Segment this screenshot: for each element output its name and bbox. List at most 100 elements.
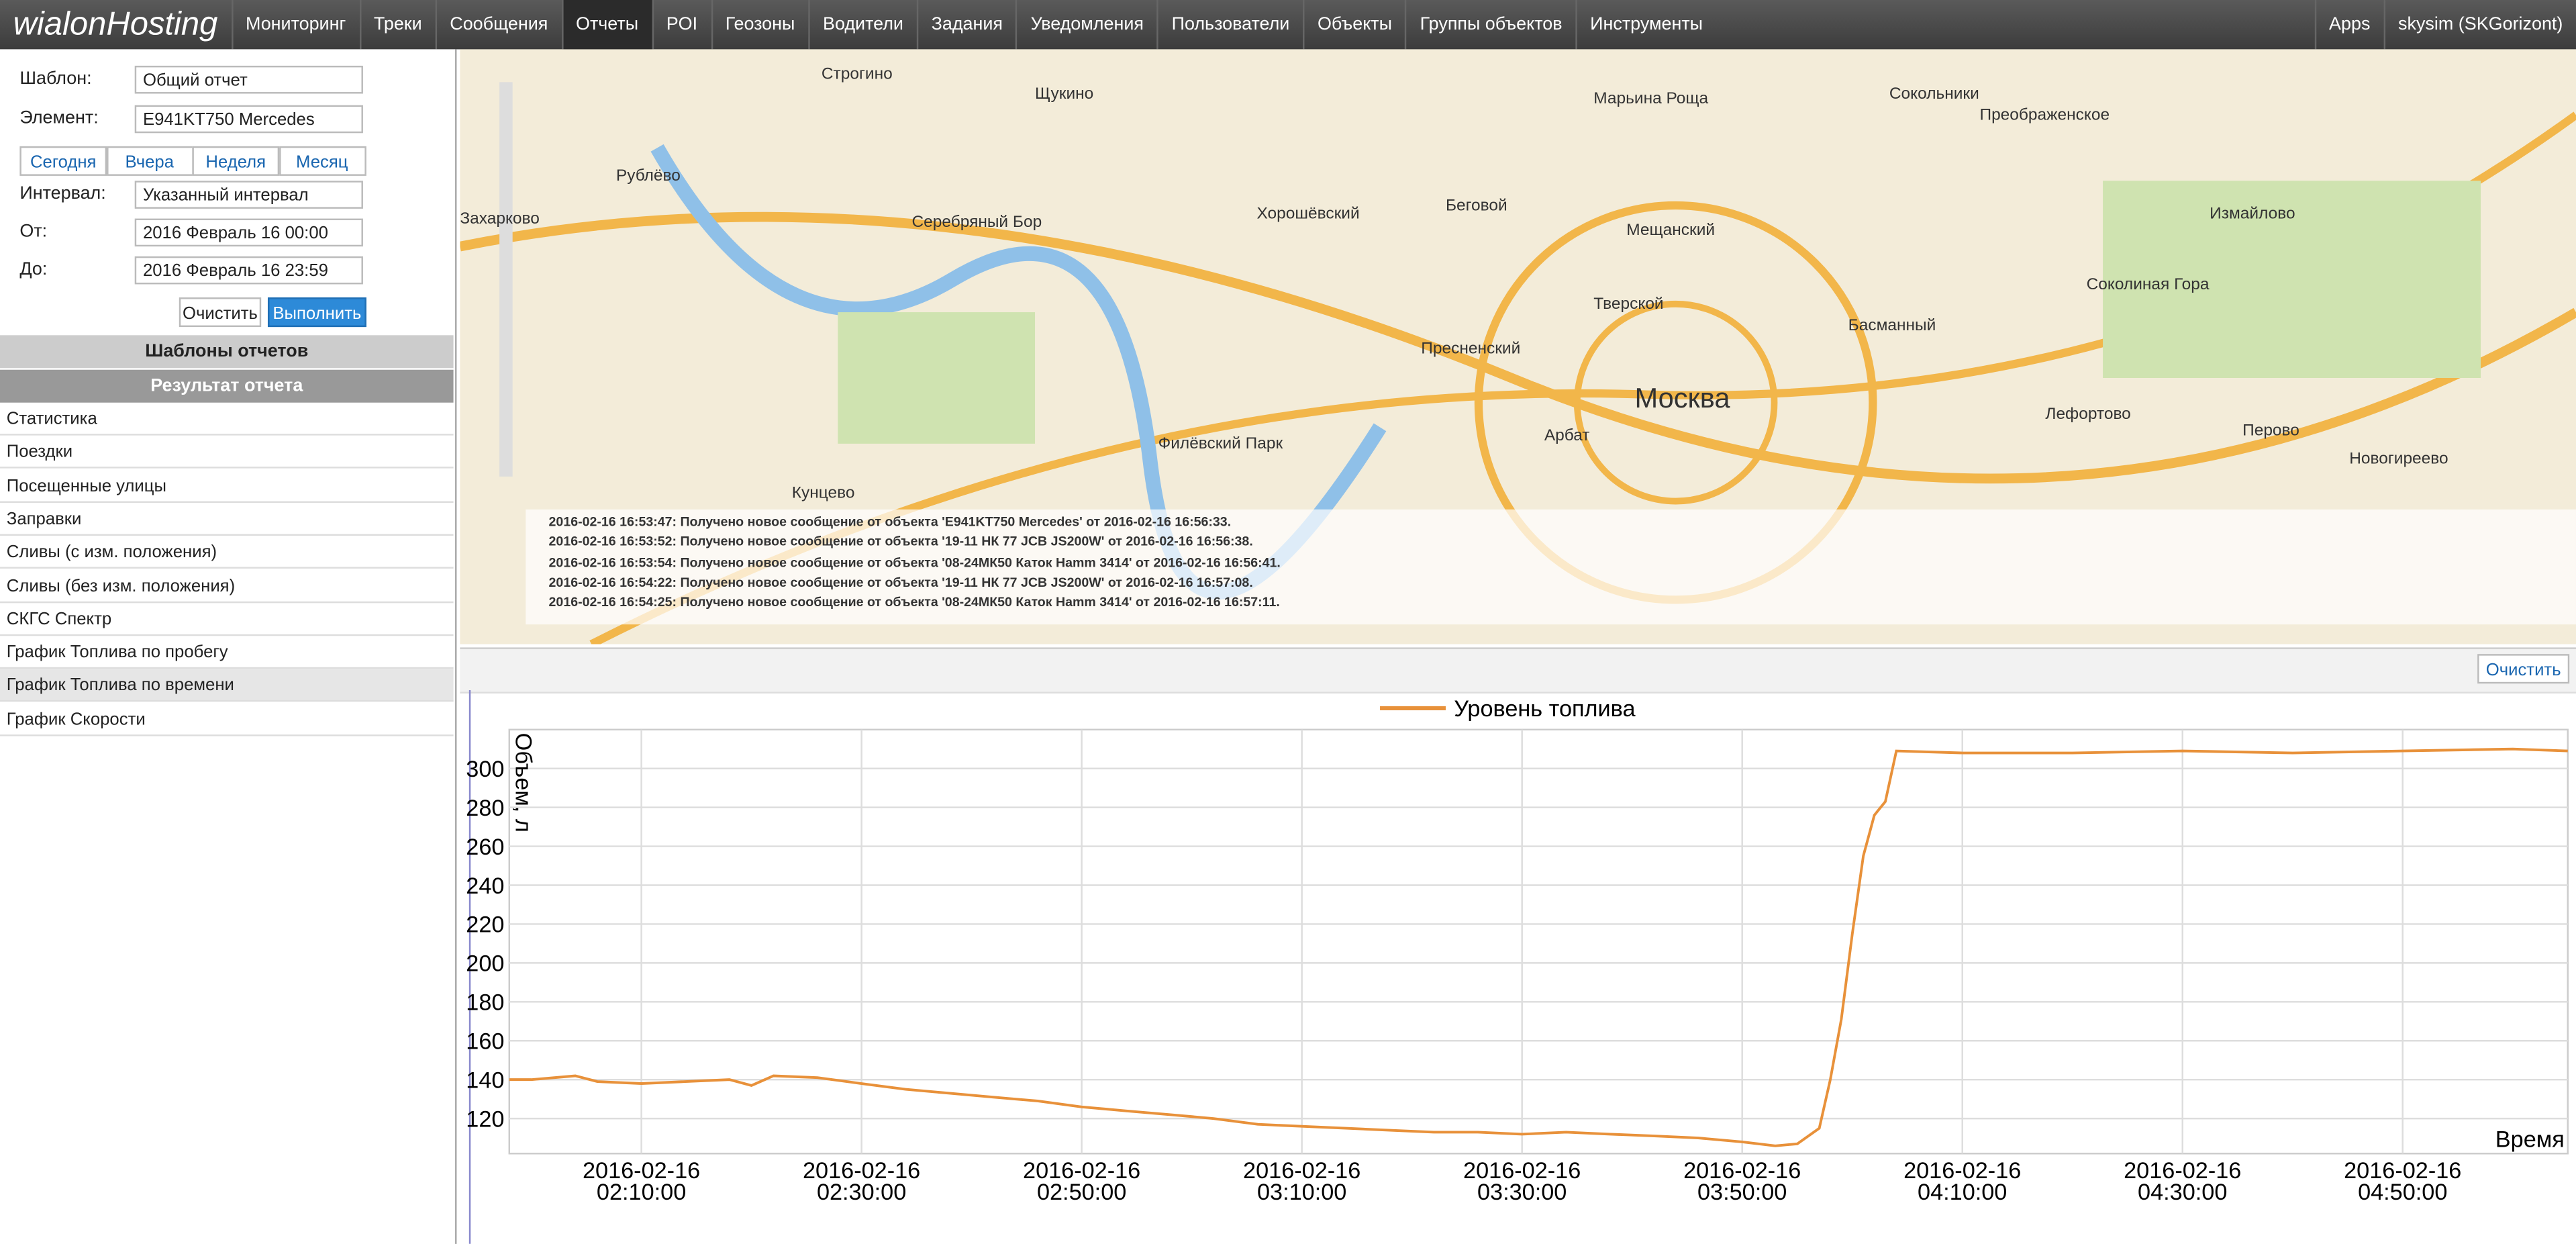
chart-toolbar: Очистить bbox=[460, 647, 2576, 693]
nav-item[interactable]: Треки bbox=[359, 0, 435, 49]
map-label: Мещанский bbox=[1626, 222, 1715, 240]
nav-item[interactable]: Пользователи bbox=[1157, 0, 1303, 49]
map-label: Басманный bbox=[1848, 317, 1936, 335]
period-button[interactable]: Сегодня bbox=[19, 146, 107, 176]
map-label: Строгино bbox=[822, 66, 893, 84]
report-item[interactable]: Посещенные улицы bbox=[0, 469, 454, 502]
map-label: Измайлово bbox=[2210, 205, 2295, 224]
nav-item[interactable]: Сообщения bbox=[435, 0, 561, 49]
map-label: Сокольники bbox=[1889, 85, 1979, 103]
map-label: Хорошёвский bbox=[1256, 205, 1359, 224]
map-label: Пресненский bbox=[1421, 340, 1520, 358]
nav-item[interactable]: Геозоны bbox=[711, 0, 808, 49]
map-label: Кунцево bbox=[792, 485, 855, 503]
section-header[interactable]: Результат отчета bbox=[0, 370, 454, 403]
plot-area bbox=[509, 730, 2568, 1154]
y-tick-label: 280 bbox=[466, 796, 504, 821]
y-tick-label: 260 bbox=[466, 834, 504, 860]
nav-item[interactable]: Задания bbox=[917, 0, 1016, 49]
nav-item[interactable]: POI bbox=[652, 0, 711, 49]
report-item[interactable]: Сливы (с изм. положения) bbox=[0, 536, 454, 569]
period-button[interactable]: Неделя bbox=[192, 146, 279, 176]
nav-item[interactable]: Водители bbox=[808, 0, 917, 49]
map-label: Марьина Роща bbox=[1593, 91, 1708, 109]
map: 2016-02-16 16:53:47: Получено новое сооб… bbox=[460, 49, 2576, 644]
field-label: До: bbox=[19, 260, 47, 279]
y-tick-label: 240 bbox=[466, 873, 504, 899]
map-label: Рублёво bbox=[616, 168, 681, 186]
y-tick-label: 200 bbox=[466, 951, 504, 977]
message: 2016-02-16 16:54:22: Получено новое сооб… bbox=[549, 575, 1253, 589]
user-menu[interactable]: skysim (SKGorizont) bbox=[2383, 0, 2576, 49]
report-item[interactable]: Статистика bbox=[0, 403, 454, 436]
x-tick-label: 2016-02-1603:50:00 bbox=[1683, 1158, 1801, 1205]
report-item[interactable]: СКГС Спектр bbox=[0, 603, 454, 636]
clear-button[interactable]: Очистить bbox=[179, 297, 261, 327]
y-tick-label: 160 bbox=[466, 1029, 504, 1055]
legend-label: Уровень топлива bbox=[1454, 696, 1636, 722]
report-item[interactable]: График Топлива по времени bbox=[0, 669, 454, 702]
y-axis-label: Объем, л bbox=[511, 733, 536, 832]
map-label: Преображенское bbox=[1979, 107, 2110, 125]
field-input[interactable]: Общий отчет bbox=[135, 66, 363, 94]
field-label: Шаблон: bbox=[19, 69, 91, 89]
map-label: Беговой bbox=[1446, 197, 1507, 216]
chart: 120 140 160 180 200 220 240 260 280 300 2016-02-16… bbox=[460, 690, 2576, 1244]
y-tick-label: 120 bbox=[466, 1106, 504, 1132]
period-button[interactable]: Вчера bbox=[106, 146, 193, 176]
park bbox=[838, 312, 1035, 444]
nav-item[interactable]: Группы объектов bbox=[1405, 0, 1576, 49]
y-tick-label: 180 bbox=[466, 990, 504, 1016]
field-input[interactable]: E941KT750 Mercedes bbox=[135, 105, 363, 134]
app: wialonHostingМониторингТрекиСообщенияОтч… bbox=[0, 0, 2576, 1244]
x-axis-label: Время bbox=[2495, 1127, 2565, 1152]
map-label: Арбат bbox=[1544, 427, 1590, 445]
y-tick-label: 300 bbox=[466, 757, 504, 782]
y-tick-label: 220 bbox=[466, 912, 504, 938]
map-label: Соколиная Гора bbox=[2087, 276, 2210, 294]
run-button[interactable]: Выполнить bbox=[268, 297, 366, 327]
report-item[interactable]: График Скорости bbox=[0, 703, 454, 736]
field-label: Элемент: bbox=[19, 109, 98, 128]
map-label: Серебряный Бор bbox=[911, 213, 1042, 232]
nav-item[interactable]: Мониторинг bbox=[231, 0, 359, 49]
nav-item[interactable]: Уведомления bbox=[1016, 0, 1157, 49]
report-item[interactable]: График Топлива по пробегу bbox=[0, 636, 454, 669]
field-input[interactable]: 2016 Февраль 16 00:00 bbox=[135, 219, 363, 247]
nav-item[interactable]: Объекты bbox=[1303, 0, 1405, 49]
message: 2016-02-16 16:53:47: Получено новое сооб… bbox=[549, 514, 1232, 529]
map-label: Филёвский Парк bbox=[1158, 436, 1283, 454]
field-input[interactable]: Указанный интервал bbox=[135, 181, 363, 209]
map-label: Перово bbox=[2242, 422, 2299, 440]
y-tick-label: 140 bbox=[466, 1067, 504, 1093]
field-input[interactable]: 2016 Февраль 16 23:59 bbox=[135, 256, 363, 285]
field-label: Интервал: bbox=[19, 184, 105, 203]
report-item[interactable]: Сливы (без изм. положения) bbox=[0, 569, 454, 602]
map-label: Тверской bbox=[1593, 296, 1663, 314]
message: 2016-02-16 16:53:52: Получено новое сооб… bbox=[549, 534, 1253, 549]
section-header[interactable]: Шаблоны отчетов bbox=[0, 335, 454, 368]
report-item[interactable]: Заправки bbox=[0, 503, 454, 536]
zoom-slider[interactable] bbox=[499, 82, 513, 476]
message: 2016-02-16 16:54:25: Получено новое сооб… bbox=[549, 595, 1280, 610]
apps-button[interactable]: Apps bbox=[2314, 0, 2383, 49]
clear-button[interactable]: Очистить bbox=[2477, 654, 2569, 683]
nav-item[interactable]: Отчеты bbox=[561, 0, 652, 49]
message: 2016-02-16 16:53:54: Получено новое сооб… bbox=[549, 555, 1281, 569]
report-item[interactable]: Поездки bbox=[0, 436, 454, 469]
nav-item[interactable]: Инструменты bbox=[1575, 0, 1716, 49]
period-button[interactable]: Месяц bbox=[279, 146, 366, 176]
field-label: От: bbox=[19, 222, 47, 241]
map-label: Лефортово bbox=[2045, 406, 2130, 424]
report-panel: Шаблон: Общий отчет Элемент: E941KT750 Merc… bbox=[0, 49, 456, 1243]
map-label: Новогиреево bbox=[2349, 450, 2448, 469]
